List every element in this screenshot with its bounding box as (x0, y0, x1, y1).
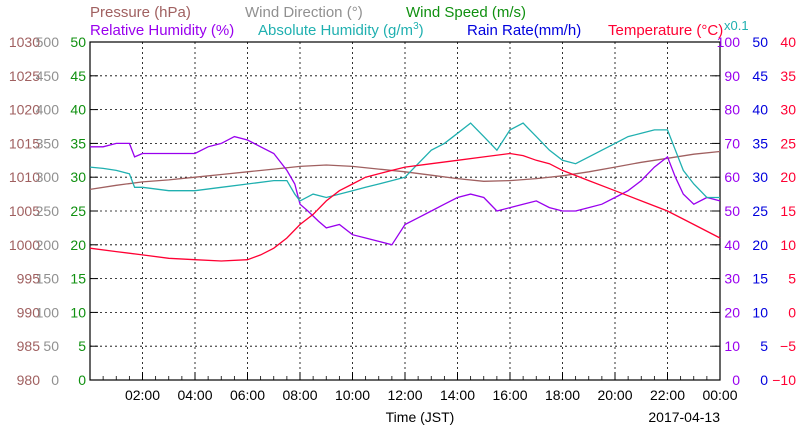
y-tick-label-pressure: 980 (17, 372, 41, 388)
y-tick-label-temperature: 40 (780, 34, 796, 50)
series-line-temperature (89, 152, 721, 262)
y-tick-label-temperature: 35 (780, 68, 796, 84)
y-tick-label-wind-speed: 30 (70, 169, 86, 185)
x-tick-label: 02:00 (125, 387, 160, 403)
y-tick-label-rain-rate: 50 (752, 34, 768, 50)
y-tick-label-wind-direction: 400 (36, 102, 60, 118)
x-tick-label: 22:00 (650, 387, 685, 403)
y-tick-label-wind-speed: 25 (70, 203, 86, 219)
y-tick-label-wind-direction: 500 (36, 34, 60, 50)
y-tick-label-wind-speed: 0 (78, 372, 86, 388)
y-tick-label-pressure: 1005 (9, 203, 40, 219)
y-tick-label-rain-rate: 30 (752, 169, 768, 185)
y-tick-label-relative-humidity: 50 (724, 203, 740, 219)
y-tick-label-temperature: 30 (780, 102, 796, 118)
legend-entry: Temperature (°C) (608, 22, 723, 39)
y-tick-label-temperature: 5 (788, 271, 796, 287)
y-tick-label-wind-direction: 450 (36, 68, 60, 84)
y-tick-label-relative-humidity: 80 (724, 102, 740, 118)
y-tick-label-wind-direction: 100 (36, 304, 60, 320)
axes-group: 02:00 04:00 06:00 08:00 10:00 12:00 14:00 16:00… (9, 34, 796, 403)
y-tick-label-rain-rate: 35 (752, 135, 768, 151)
date-label: 2017-04-13 (648, 409, 720, 425)
series-line-wind-speed (89, 122, 720, 202)
y-tick-label-relative-humidity: 90 (724, 68, 740, 84)
y-tick-label-rain-rate: 40 (752, 102, 768, 118)
y-tick-label-rain-rate: 45 (752, 68, 768, 84)
y-tick-label-wind-direction: 300 (36, 169, 60, 185)
y-tick-label-relative-humidity: 10 (724, 338, 740, 354)
y-tick-label-wind-speed: 20 (70, 237, 86, 253)
y-tick-label-relative-humidity: 30 (724, 271, 740, 287)
y-tick-label-wind-speed: 15 (70, 271, 86, 287)
y-tick-label-wind-direction: 50 (43, 338, 59, 354)
y-tick-label-rain-rate: 0 (760, 372, 768, 388)
x-tick-label: 12:00 (387, 387, 422, 403)
legend-entry: Rain Rate(mm/h) (467, 22, 581, 39)
x-tick-label: 16:00 (492, 387, 527, 403)
x-tick-label: 18:00 (545, 387, 580, 403)
y-tick-label-relative-humidity: 60 (724, 169, 740, 185)
legend-entry: Wind Direction (°) (245, 4, 363, 21)
legend-entry: Relative Humidity (%) (90, 22, 234, 39)
y-tick-label-pressure: 1020 (9, 102, 40, 118)
y-tick-label-relative-humidity: 100 (717, 34, 741, 50)
legend-entry: x0.1 (724, 18, 749, 33)
y-tick-label-relative-humidity: 40 (724, 237, 740, 253)
y-tick-label-rain-rate: 5 (760, 338, 768, 354)
y-tick-label-wind-speed: 45 (70, 68, 86, 84)
x-tick-label: 04:00 (177, 387, 212, 403)
y-tick-label-pressure: 1025 (9, 68, 40, 84)
y-tick-label-pressure: 990 (17, 304, 41, 320)
legend-superscript: 3 (413, 21, 419, 32)
y-tick-label-pressure: 1015 (9, 135, 40, 151)
series-group (89, 122, 721, 262)
y-tick-label-pressure: 985 (17, 338, 41, 354)
legend: Pressure (hPa) Wind Direction (°) Wind Spe… (90, 4, 749, 39)
legend-entry: Wind Speed (m/s) (406, 4, 526, 21)
y-tick-label-wind-speed: 35 (70, 135, 86, 151)
y-tick-label-temperature: 0 (788, 304, 796, 320)
y-tick-label-wind-speed: 40 (70, 102, 86, 118)
y-tick-label-wind-direction: 350 (36, 135, 60, 151)
y-tick-label-wind-direction: 0 (51, 372, 59, 388)
y-tick-label-temperature: 15 (780, 203, 796, 219)
y-tick-label-rain-rate: 10 (752, 304, 768, 320)
x-tick-label: 20:00 (597, 387, 632, 403)
y-tick-label-wind-speed: 10 (70, 304, 86, 320)
y-tick-label-rain-rate: 20 (752, 237, 768, 253)
x-tick-label: 08:00 (282, 387, 317, 403)
y-tick-label-rain-rate: 25 (752, 203, 768, 219)
x-tick-label: 06:00 (230, 387, 265, 403)
x-axis-label: Time (JST) (386, 409, 455, 425)
y-tick-label-pressure: 1030 (9, 34, 40, 50)
y-tick-label-temperature: 10 (780, 237, 796, 253)
series-line-pressure (89, 150, 721, 191)
x-tick-label: 14:00 (440, 387, 475, 403)
y-tick-label-rain-rate: 15 (752, 271, 768, 287)
y-tick-label-temperature: 20 (780, 169, 796, 185)
y-tick-label-relative-humidity: 20 (724, 304, 740, 320)
legend-entry: Absolute Humidity (g/m3) (258, 21, 424, 39)
y-tick-label-pressure: 995 (17, 271, 41, 287)
x-tick-label: 10:00 (335, 387, 370, 403)
y-tick-label-wind-direction: 200 (36, 237, 60, 253)
y-tick-label-pressure: 1010 (9, 169, 40, 185)
y-tick-label-relative-humidity: 70 (724, 135, 740, 151)
y-tick-label-temperature: 25 (780, 135, 796, 151)
legend-entry: Pressure (hPa) (90, 4, 191, 21)
y-tick-label-pressure: 1000 (9, 237, 40, 253)
y-tick-label-temperature: −10 (772, 372, 796, 388)
y-tick-label-wind-speed: 50 (70, 34, 86, 50)
y-tick-label-wind-speed: 5 (78, 338, 86, 354)
y-tick-label-wind-direction: 150 (36, 271, 60, 287)
y-tick-label-wind-direction: 250 (36, 203, 60, 219)
x-tick-label: 00:00 (702, 387, 737, 403)
grid (90, 42, 720, 380)
legend-close-paren: ) (419, 22, 424, 39)
series-line-relative-humidity (90, 135, 721, 246)
y-tick-label-temperature: −5 (780, 338, 796, 354)
y-tick-label-relative-humidity: 0 (732, 372, 740, 388)
